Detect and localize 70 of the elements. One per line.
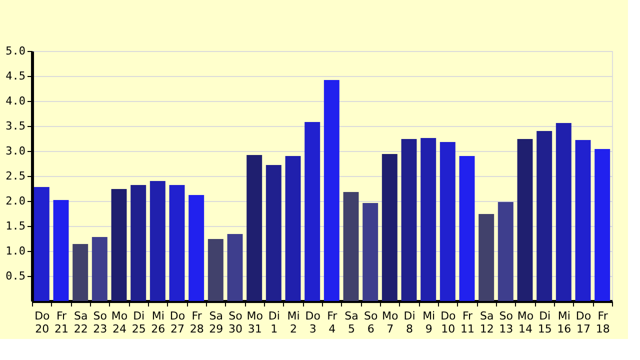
bar <box>208 239 224 301</box>
bar <box>150 181 166 301</box>
bar <box>362 203 378 301</box>
bar <box>343 192 359 301</box>
bar <box>478 214 494 301</box>
bar <box>556 123 572 301</box>
x-tick-label: Mi 26 <box>151 310 166 336</box>
x-tick-label: Mo 14 <box>517 310 534 336</box>
bar <box>111 189 127 301</box>
bar <box>498 202 514 301</box>
bar <box>92 237 108 301</box>
bar <box>72 244 88 301</box>
y-tick-label: 3.0 <box>6 144 26 158</box>
bar <box>594 149 610 301</box>
x-tick-label: Mo 7 <box>382 310 399 336</box>
x-tick-label: Di 8 <box>404 310 416 336</box>
bar <box>440 142 456 301</box>
bar <box>324 80 340 301</box>
x-tick-label: Do 27 <box>170 310 186 336</box>
x-tick-label: Di 1 <box>268 310 280 336</box>
y-tick-label: 5.0 <box>6 44 26 58</box>
x-tick-label: Do 17 <box>576 310 592 336</box>
x-tick-label: Do 10 <box>440 310 456 336</box>
x-tick-label: So 23 <box>93 310 108 336</box>
x-tick-label: Fr 21 <box>54 310 68 336</box>
bar <box>575 140 591 301</box>
bar <box>34 187 50 301</box>
x-tick-label: Mo 31 <box>246 310 264 336</box>
x-tick-label: Mi 2 <box>287 310 300 336</box>
x-tick-label: Sa 29 <box>209 310 224 336</box>
y-tick-label: 2.5 <box>6 170 26 182</box>
x-tick-label: Sa 5 <box>344 310 358 336</box>
bar <box>266 165 282 301</box>
bar <box>517 139 533 301</box>
bar <box>53 200 69 301</box>
y-tick-label: 4.0 <box>6 94 26 108</box>
x-tick-label: So 13 <box>499 310 514 336</box>
x-tick-label: Fr 11 <box>460 310 474 336</box>
bar <box>420 138 436 301</box>
x-tick-label: So 6 <box>364 310 378 336</box>
bar <box>285 156 301 301</box>
x-tick-label: Fr 4 <box>327 310 338 336</box>
bar <box>227 234 243 301</box>
bar <box>304 122 320 301</box>
y-tick-label: 2.0 <box>6 194 26 208</box>
y-tick-label: 1.5 <box>6 220 26 232</box>
x-tick-label: Sa 12 <box>480 310 494 336</box>
y-tick-label: 3.5 <box>6 120 26 132</box>
bar <box>401 139 417 301</box>
x-tick-label: Fr 18 <box>596 310 610 336</box>
bar <box>382 154 398 301</box>
x-tick-label: So 30 <box>228 310 243 336</box>
bar <box>246 155 262 301</box>
y-tick-label: 4.5 <box>6 70 26 82</box>
y-tick-label: 1.0 <box>6 244 26 258</box>
bar <box>536 131 552 301</box>
x-tick-label: Fr 28 <box>190 310 204 336</box>
x-tick-label: Sa 22 <box>74 310 88 336</box>
x-tick-label: Do 3 <box>305 310 321 336</box>
bar <box>130 185 146 301</box>
x-tick-label: Di 15 <box>538 310 552 336</box>
bar <box>188 195 204 301</box>
x-tick-label: Mi 9 <box>422 310 436 336</box>
x-tick-label: Do 20 <box>34 310 50 336</box>
y-tick-label: 0.5 <box>6 270 26 282</box>
bar <box>169 185 185 301</box>
x-tick-label: Mo 24 <box>111 310 128 336</box>
x-tick-label: Di 25 <box>132 310 146 336</box>
bar <box>459 156 475 301</box>
x-tick-label: Mi 16 <box>557 310 572 336</box>
